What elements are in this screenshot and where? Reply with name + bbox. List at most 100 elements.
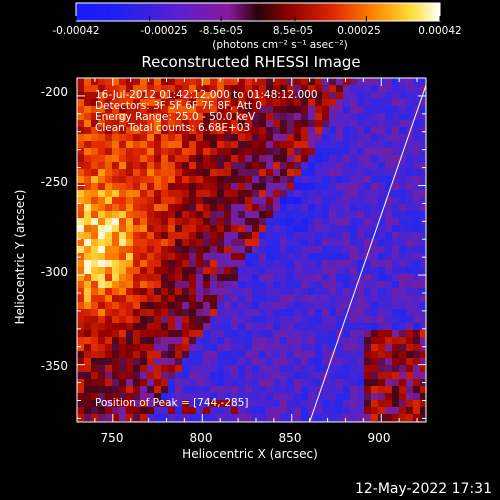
- heatmap-cell: [182, 288, 190, 296]
- heatmap-cell: [224, 246, 232, 254]
- heatmap-cell: [294, 393, 302, 401]
- heatmap-cell: [364, 232, 372, 240]
- heatmap-cell: [329, 302, 337, 310]
- heatmap-cell: [294, 323, 302, 331]
- heatmap-cell: [105, 358, 113, 366]
- heatmap-cell: [182, 239, 190, 247]
- heatmap-cell: [287, 183, 295, 191]
- heatmap-cell: [182, 386, 190, 394]
- heatmap-cell: [399, 99, 407, 107]
- heatmap-cell: [301, 78, 309, 86]
- heatmap-cell: [371, 141, 379, 149]
- heatmap-cell: [203, 113, 211, 121]
- heatmap-cell: [161, 414, 169, 422]
- heatmap-cell: [315, 295, 323, 303]
- heatmap-cell: [182, 99, 190, 107]
- heatmap-cell: [385, 106, 393, 114]
- heatmap-cell: [161, 379, 169, 387]
- heatmap-cell: [91, 92, 99, 100]
- heatmap-cell: [336, 169, 344, 177]
- heatmap-cell: [378, 281, 386, 289]
- heatmap-cell: [140, 148, 148, 156]
- heatmap-cell: [371, 106, 379, 114]
- heatmap-cell: [406, 253, 414, 261]
- heatmap-cell: [175, 330, 183, 338]
- heatmap-cell: [91, 120, 99, 128]
- heatmap-cell: [266, 106, 274, 114]
- heatmap-cell: [105, 365, 113, 373]
- heatmap-cell: [161, 316, 169, 324]
- heatmap-cell: [105, 260, 113, 268]
- heatmap-cell: [385, 400, 393, 408]
- heatmap-cell: [266, 162, 274, 170]
- heatmap-cell: [77, 239, 85, 247]
- heatmap-cell: [112, 337, 120, 345]
- heatmap-cell: [189, 127, 197, 135]
- heatmap-cell: [175, 99, 183, 107]
- heatmap-cell: [371, 78, 379, 86]
- heatmap-cell: [378, 316, 386, 324]
- heatmap-cell: [315, 267, 323, 275]
- heatmap-cell: [196, 281, 204, 289]
- heatmap-cell: [322, 344, 330, 352]
- heatmap-cell: [126, 386, 134, 394]
- heatmap-cell: [329, 162, 337, 170]
- heatmap-cell: [378, 225, 386, 233]
- heatmap-cell: [252, 260, 260, 268]
- heatmap-cell: [399, 393, 407, 401]
- heatmap-cell: [406, 190, 414, 198]
- heatmap-cell: [378, 141, 386, 149]
- heatmap-cell: [224, 400, 232, 408]
- heatmap-cell: [287, 197, 295, 205]
- heatmap-cell: [392, 99, 400, 107]
- heatmap-cell: [343, 176, 351, 184]
- heatmap-cell: [301, 386, 309, 394]
- heatmap-cell: [245, 246, 253, 254]
- heatmap-cell: [413, 302, 421, 310]
- heatmap-cell: [140, 197, 148, 205]
- heatmap-cell: [105, 120, 113, 128]
- heatmap-cell: [301, 309, 309, 317]
- heatmap-cell: [217, 330, 225, 338]
- heatmap-cell: [168, 85, 176, 93]
- heatmap-cell: [378, 99, 386, 107]
- heatmap-cell: [196, 106, 204, 114]
- heatmap-cell: [350, 204, 358, 212]
- heatmap-cell: [140, 106, 148, 114]
- heatmap-cell: [315, 127, 323, 135]
- heatmap-cell: [287, 239, 295, 247]
- heatmap-cell: [364, 414, 372, 422]
- heatmap-cell: [203, 155, 211, 163]
- heatmap-cell: [84, 106, 92, 114]
- heatmap-cell: [287, 365, 295, 373]
- heatmap-cell: [406, 134, 414, 142]
- heatmap-cell: [203, 197, 211, 205]
- heatmap-cell: [280, 302, 288, 310]
- heatmap-cell: [154, 253, 162, 261]
- heatmap-cell: [315, 379, 323, 387]
- heatmap-cell: [189, 204, 197, 212]
- heatmap-cell: [182, 407, 190, 415]
- heatmap-cell: [385, 337, 393, 345]
- heatmap-cell: [308, 379, 316, 387]
- heatmap-cell: [315, 141, 323, 149]
- heatmap-cell: [133, 309, 141, 317]
- heatmap-cell: [378, 295, 386, 303]
- heatmap-cell: [203, 281, 211, 289]
- heatmap-cell: [413, 176, 421, 184]
- heatmap-cell: [294, 106, 302, 114]
- heatmap-cell: [350, 393, 358, 401]
- heatmap-cell: [378, 204, 386, 212]
- heatmap-cell: [231, 316, 239, 324]
- heatmap-cell: [357, 253, 365, 261]
- heatmap-cell: [210, 393, 218, 401]
- heatmap-cell: [406, 414, 414, 422]
- heatmap-cell: [203, 302, 211, 310]
- heatmap-cell: [413, 365, 421, 373]
- heatmap-cell: [385, 351, 393, 359]
- heatmap-cell: [189, 141, 197, 149]
- heatmap-cell: [182, 365, 190, 373]
- heatmap-cell: [308, 344, 316, 352]
- heatmap-cell: [315, 400, 323, 408]
- heatmap-cell: [147, 288, 155, 296]
